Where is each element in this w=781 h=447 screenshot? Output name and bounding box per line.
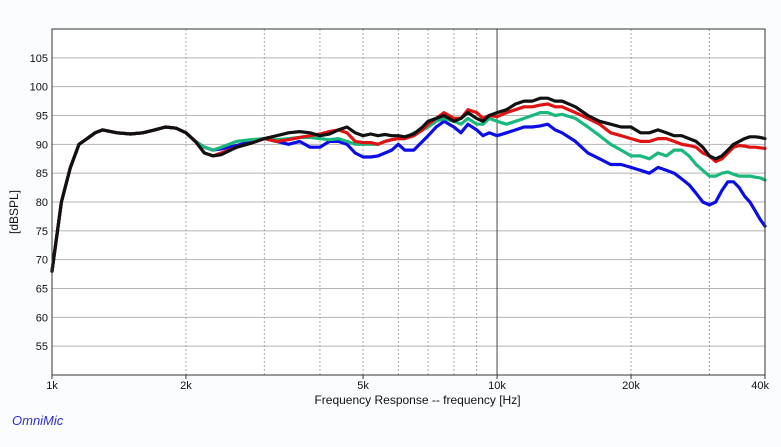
plot-border <box>51 28 766 376</box>
y-tick-label: 75 <box>36 226 48 238</box>
y-tick-label: 80 <box>36 197 48 209</box>
x-axis-title: Frequency Response -- frequency [Hz] <box>314 393 520 407</box>
y-tick-label: 60 <box>36 312 48 324</box>
omnimic-watermark: OmniMic <box>12 413 64 428</box>
y-tick-label: 85 <box>36 168 48 180</box>
series-lines <box>50 96 767 273</box>
x-tick-label: 20k <box>622 380 640 392</box>
x-tick-label: 1k <box>46 380 58 392</box>
y-tick-label: 65 <box>36 284 48 296</box>
y-tick-label: 70 <box>36 255 48 267</box>
x-tick-label: 5k <box>357 380 369 392</box>
y-tick-label: 90 <box>36 139 48 151</box>
y-tick-label: 95 <box>36 111 48 123</box>
tick-labels: 55 60 65 70 75 80 85 90 95 100 105 1k 2k 5k 10k 20k 40k <box>30 53 770 392</box>
grid-lines <box>52 29 765 375</box>
y-tick-label: 100 <box>30 82 48 94</box>
x-tick-label: 10k <box>488 380 506 392</box>
series-line-4 <box>50 96 767 273</box>
x-tick-label: 2k <box>180 380 192 392</box>
y-tick-label: 55 <box>36 341 48 353</box>
y-axis-title: [dBSPL] <box>7 190 21 234</box>
x-tick-label: 40k <box>751 380 769 392</box>
y-tick-label: 105 <box>30 53 48 65</box>
